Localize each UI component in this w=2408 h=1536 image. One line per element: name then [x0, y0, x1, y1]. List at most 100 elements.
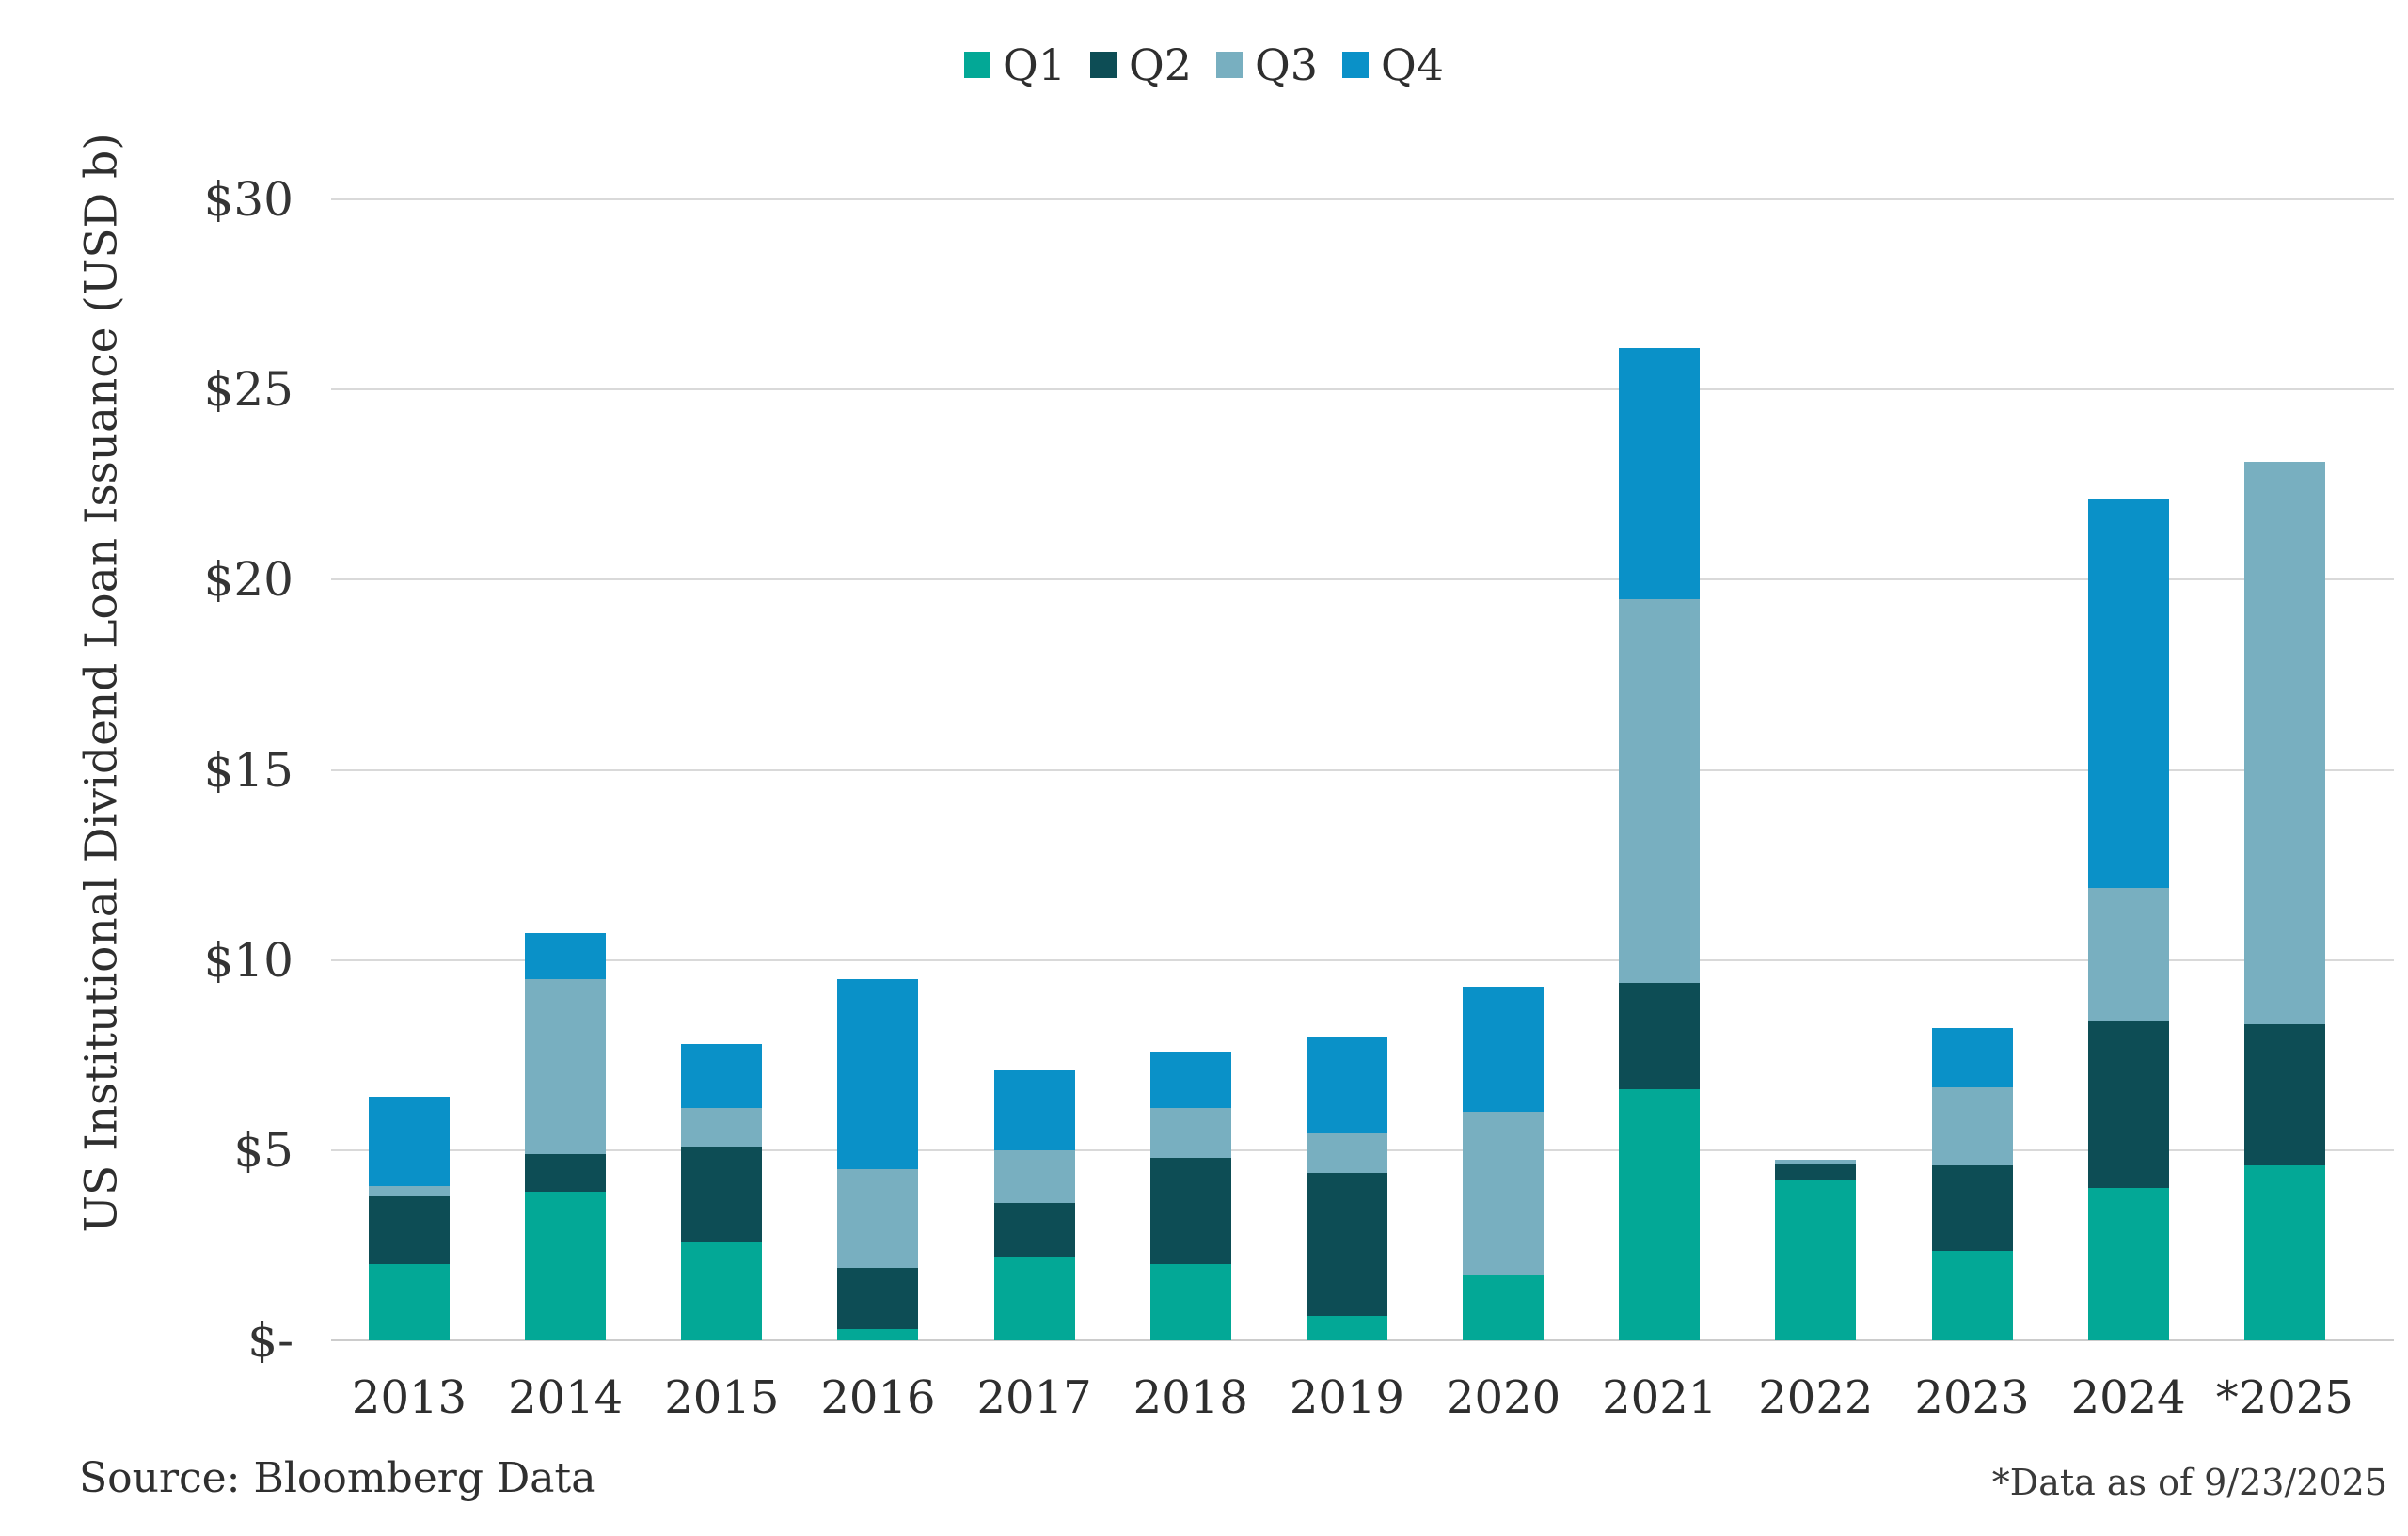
bar-2018 [1149, 0, 1231, 1340]
bar-segment-q3-2021 [1619, 598, 1701, 983]
bar-segment-q4-2018 [1149, 1051, 1231, 1109]
x-axis-label-2018: 2018 [1133, 1371, 1248, 1424]
bar-segment-q2-2015 [681, 1146, 763, 1242]
legend: Q1 Q2 Q3 Q4 [0, 40, 2408, 90]
bar-segment-q1-2023 [1931, 1250, 2013, 1340]
bar-segment-q4-2019 [1306, 1036, 1387, 1133]
gridline-10 [331, 958, 2394, 961]
legend-item-q1: Q1 [964, 40, 1066, 90]
bar-2017 [993, 0, 1075, 1340]
bar-segment-q2-2013 [369, 1196, 450, 1265]
legend-swatch-q4 [1341, 52, 1369, 78]
bar-2024 [2087, 0, 2169, 1340]
bar-2022 [1775, 0, 1857, 1340]
x-axis-label-2021: 2021 [1602, 1371, 1718, 1424]
bar-segment-q1-2017 [993, 1257, 1075, 1340]
legend-swatch-q1 [964, 52, 991, 78]
bar-segment-q1-2013 [369, 1264, 450, 1340]
bar-2023 [1931, 0, 2013, 1340]
x-axis-label-2019: 2019 [1289, 1371, 1404, 1424]
y-tick-label-20: $20 [203, 552, 293, 608]
x-axis-label-2014: 2014 [508, 1371, 624, 1424]
legend-label-q4: Q4 [1380, 40, 1444, 90]
bar-segment-q3-2024 [2087, 887, 2169, 1021]
legend-item-q3: Q3 [1216, 40, 1318, 90]
x-axis-label-2020: 2020 [1445, 1371, 1561, 1424]
y-tick-label-5: $5 [233, 1122, 293, 1178]
legend-label-q2: Q2 [1129, 40, 1192, 90]
y-tick-label-30: $30 [203, 172, 293, 227]
legend-swatch-q2 [1090, 52, 1117, 78]
bar-segment-q3-2025 [2243, 462, 2325, 1025]
bar-segment-q1-2024 [2087, 1188, 2169, 1340]
bar-2013 [369, 0, 450, 1340]
bar-segment-q3-2022 [1775, 1159, 1857, 1164]
x-axis-label-2025: *2025 [2215, 1371, 2353, 1424]
bar-segment-q2-2019 [1306, 1173, 1387, 1316]
bar-2025 [2243, 0, 2325, 1340]
bar-segment-q3-2014 [525, 978, 607, 1154]
x-axis-label-2024: 2024 [2070, 1371, 2186, 1424]
y-tick-label-0: $- [247, 1313, 293, 1368]
bar-2020 [1463, 0, 1545, 1340]
bar-segment-q2-2017 [993, 1203, 1075, 1258]
bar-segment-q1-2019 [1306, 1315, 1387, 1340]
bar-segment-q1-2025 [2243, 1165, 2325, 1340]
bar-2016 [837, 0, 919, 1340]
y-tick-label-10: $10 [203, 932, 293, 988]
bar-segment-q3-2019 [1306, 1132, 1387, 1174]
x-axis-label-2016: 2016 [820, 1371, 936, 1424]
bar-segment-q4-2013 [369, 1097, 450, 1187]
bar-segment-q1-2018 [1149, 1264, 1231, 1340]
legend-label-q3: Q3 [1255, 40, 1318, 90]
bar-segment-q4-2016 [837, 978, 919, 1170]
bar-segment-q3-2017 [993, 1149, 1075, 1204]
source-note: Source: Bloomberg Data [79, 1454, 596, 1502]
y-tick-label-25: $25 [203, 362, 293, 418]
data-as-of-note: *Data as of 9/23/2025 [1991, 1462, 2387, 1503]
gridline-20 [331, 578, 2394, 581]
gridline-15 [331, 768, 2394, 771]
bar-segment-q1-2021 [1619, 1089, 1701, 1340]
bar-segment-q2-2014 [525, 1153, 607, 1193]
bar-segment-q2-2025 [2243, 1024, 2325, 1166]
y-tick-label-15: $15 [203, 742, 293, 798]
x-axis-label-2017: 2017 [976, 1371, 1092, 1424]
x-axis-label-2022: 2022 [1758, 1371, 1874, 1424]
bar-segment-q2-2016 [837, 1268, 919, 1329]
bar-segment-q2-2022 [1775, 1164, 1857, 1181]
bar-segment-q3-2016 [837, 1169, 919, 1269]
legend-item-q4: Q4 [1341, 40, 1444, 90]
bar-segment-q2-2018 [1149, 1157, 1231, 1265]
gridline-30 [331, 198, 2394, 200]
bar-segment-q2-2023 [1931, 1165, 2013, 1251]
bar-segment-q1-2022 [1775, 1180, 1857, 1340]
y-axis-title: US Institutional Dividend Loan Issuance … [75, 133, 128, 1233]
bar-segment-q1-2015 [681, 1241, 763, 1340]
bar-segment-q1-2016 [837, 1328, 919, 1340]
bar-segment-q2-2021 [1619, 982, 1701, 1090]
bar-segment-q1-2014 [525, 1192, 607, 1340]
legend-label-q1: Q1 [1003, 40, 1067, 90]
bar-segment-q2-2024 [2087, 1021, 2169, 1189]
bar-segment-q4-2020 [1463, 986, 1545, 1113]
bar-segment-q3-2020 [1463, 1112, 1545, 1276]
bar-2021 [1619, 0, 1701, 1340]
gridline-25 [331, 388, 2394, 391]
bar-segment-q4-2014 [525, 933, 607, 979]
bar-segment-q4-2017 [993, 1069, 1075, 1150]
bar-segment-q4-2024 [2087, 499, 2169, 888]
gridline-0 [331, 1339, 2394, 1341]
bar-2015 [681, 0, 763, 1340]
bar-segment-q4-2015 [681, 1043, 763, 1109]
bar-segment-q3-2018 [1149, 1108, 1231, 1158]
bar-segment-q4-2021 [1619, 347, 1701, 599]
x-axis-label-2023: 2023 [1914, 1371, 2030, 1424]
bar-2019 [1306, 0, 1387, 1340]
bar-segment-q3-2015 [681, 1108, 763, 1147]
x-axis-label-2013: 2013 [351, 1371, 467, 1424]
bar-segment-q3-2023 [1931, 1087, 2013, 1166]
legend-item-q2: Q2 [1090, 40, 1192, 90]
bar-segment-q1-2020 [1463, 1275, 1545, 1340]
